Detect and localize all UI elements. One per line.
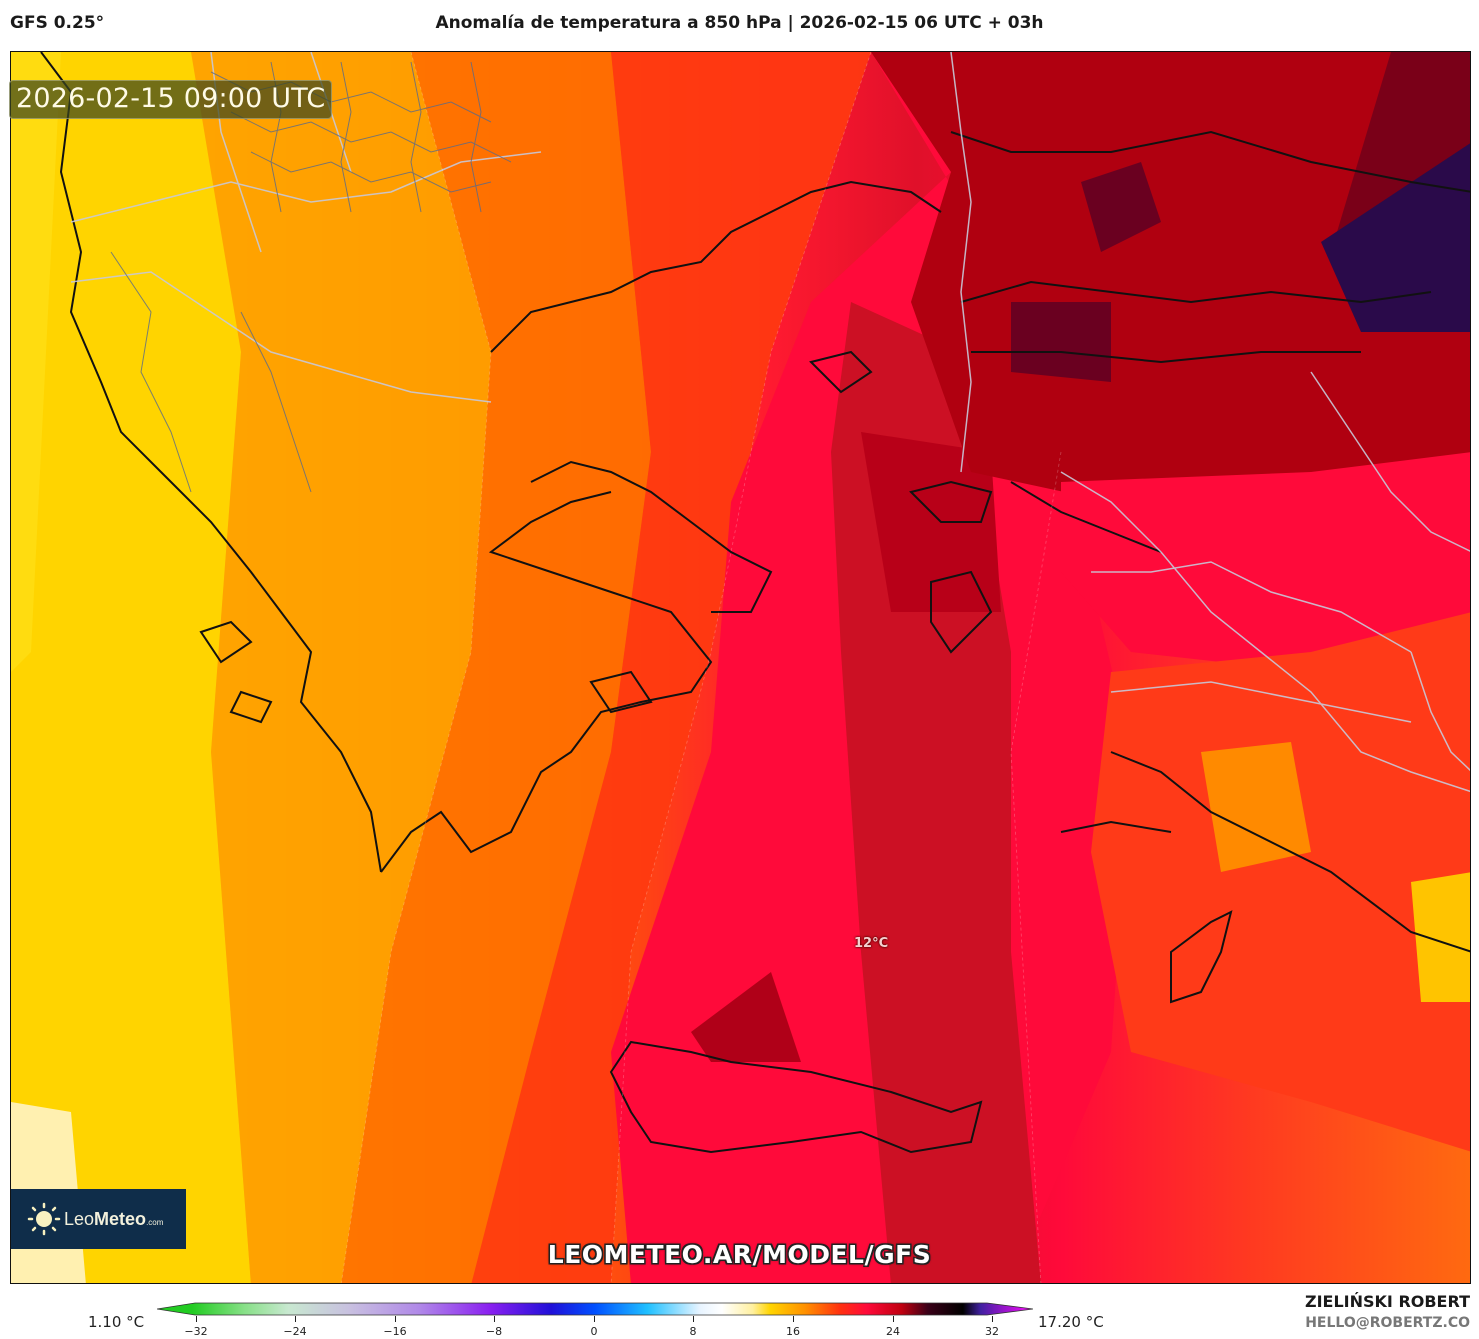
colorbar-max-label: 17.20 °C [1038,1313,1104,1331]
sun-icon [27,1202,61,1236]
logo-text-suffix: .com [146,1217,164,1227]
colorbar-tick [693,1316,694,1322]
author-email[interactable]: HELLO@ROBERTZ.CO [1305,1315,1470,1331]
colorbar-tick [494,1316,495,1322]
colorbar-tick-label: −16 [383,1325,407,1338]
colorbar-tick [594,1316,595,1322]
colorbar-tick [196,1316,197,1322]
site-watermark: LEOMETEO.AR/MODEL/GFS [547,1240,932,1269]
colorbar-tick [395,1316,396,1322]
colorbar-tick-label: 0 [590,1325,598,1338]
logo-text: LeoMeteo.com [64,1209,163,1230]
colorbar-tick-label: −24 [283,1325,307,1338]
colorbar-tick-label: 16 [786,1325,800,1338]
colorbar [157,1302,1033,1316]
colorbar-tick-label: 32 [985,1325,999,1338]
temperature-anomaly-map [11,52,1470,1283]
colorbar-tick [793,1316,794,1322]
chart-title-text: Anomalía de temperatura a 850 hPa | 2026… [435,13,1044,33]
map-area[interactable]: 12°C [10,51,1471,1284]
logo-text-bold: Meteo [94,1208,147,1229]
colorbar-min-label: 1.10 °C [88,1313,145,1331]
model-label: GFS 0.25° [10,13,105,33]
author-name: ZIELIŃSKI ROBERT [1304,1292,1470,1311]
colorbar-tick-label: 8 [689,1325,697,1338]
colorbar-tick-label: 24 [886,1325,900,1338]
colorbar-tick [295,1316,296,1322]
colorbar-tick [992,1316,993,1322]
colorbar-tick [893,1316,894,1322]
point-temperature-label: 12°C [854,936,889,951]
logo-text-prefix: Leo [64,1208,95,1229]
colorbar-tick-label: −32 [184,1325,208,1338]
colorbar-tick-label: −8 [485,1325,503,1338]
chart-title: Anomalía de temperatura a 850 hPa | 2026… [0,13,1479,33]
leometeo-logo[interactable]: LeoMeteo.com [11,1189,186,1249]
valid-time-badge: 2026-02-15 09:00 UTC [9,80,333,119]
